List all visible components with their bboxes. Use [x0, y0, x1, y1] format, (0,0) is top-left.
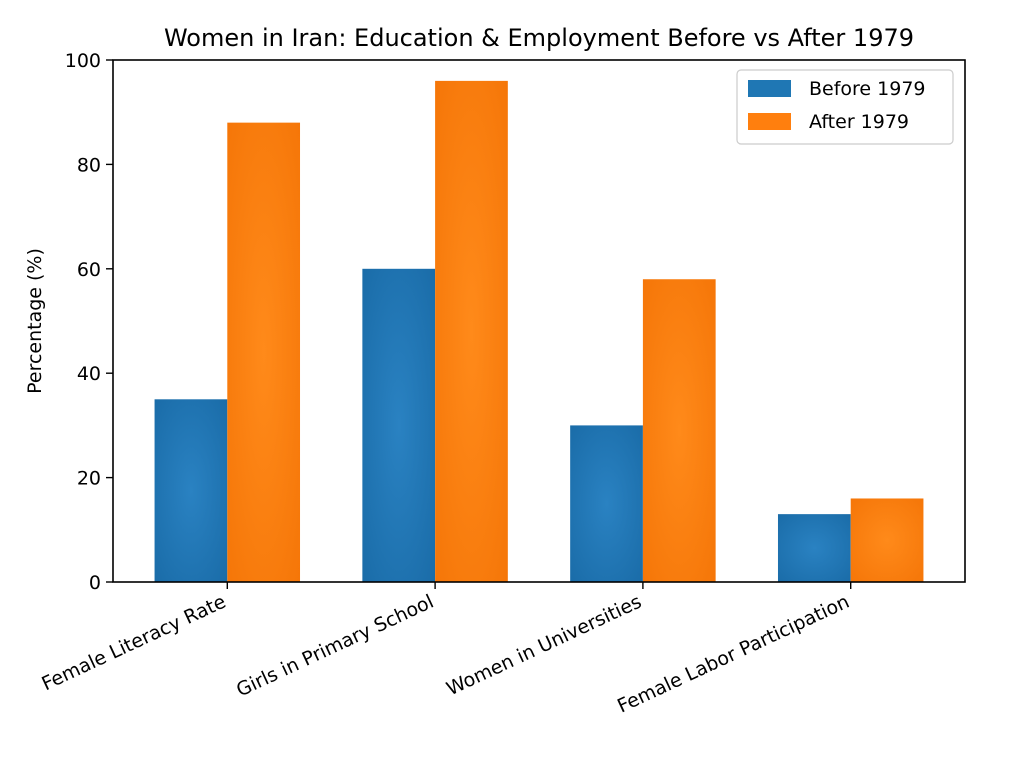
- bar-after-0: [227, 122, 301, 582]
- y-tick-label: 80: [77, 154, 101, 176]
- y-axis-label: Percentage (%): [24, 248, 46, 394]
- y-tick-label: 0: [89, 572, 101, 594]
- x-tick-label: Women in Universities: [443, 591, 645, 701]
- bar-before-2: [570, 425, 643, 582]
- bar-before-3: [777, 514, 851, 582]
- bars-group: [154, 80, 924, 582]
- bar-before-1: [362, 268, 436, 582]
- y-axis: 0 20 40 60 80 100: [65, 50, 113, 594]
- x-tick-label: Female Labor Participation: [614, 591, 853, 718]
- legend-label: Before 1979: [809, 78, 926, 100]
- legend-swatch: [748, 113, 791, 130]
- bar-before-0: [154, 399, 228, 582]
- bar-after-3: [850, 498, 924, 582]
- y-tick-label: 60: [77, 259, 101, 281]
- legend-label: After 1979: [809, 111, 909, 133]
- x-tick-label: Girls in Primary School: [233, 591, 437, 702]
- y-tick-label: 40: [77, 363, 101, 385]
- y-tick-label: 20: [77, 468, 101, 490]
- bar-after-1: [435, 80, 508, 582]
- legend-swatch: [748, 80, 791, 97]
- chart-title: Women in Iran: Education & Employment Be…: [164, 24, 914, 52]
- x-axis: Female Literacy Rate Girls in Primary Sch…: [38, 582, 853, 718]
- x-tick-label: Female Literacy Rate: [38, 591, 229, 696]
- bar-after-2: [642, 279, 716, 582]
- y-tick-label: 100: [65, 50, 101, 72]
- plot-frame: [112, 59, 966, 583]
- legend: Before 1979 After 1979: [736, 69, 954, 145]
